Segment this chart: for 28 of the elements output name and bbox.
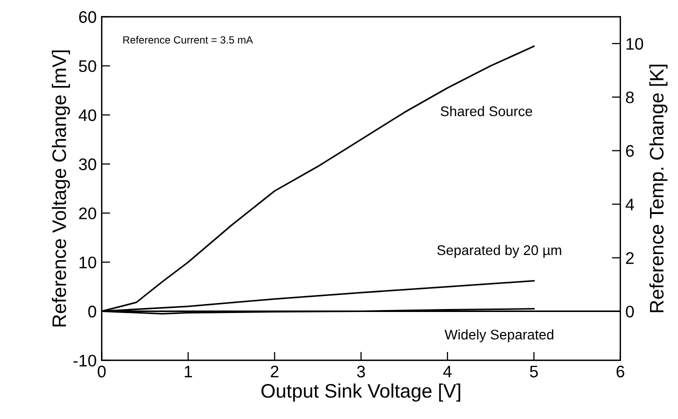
text: Separated by 20 µm <box>437 244 562 258</box>
y-axis-title: Reference Voltage Change [mV] <box>52 50 70 326</box>
y2-tick-label: 6 <box>626 145 634 157</box>
series-label: Widely Separated <box>444 329 554 342</box>
y2-tick-label: 2 <box>626 252 634 264</box>
y-tick-label: -10 <box>73 354 96 367</box>
y-tick-label: 0 <box>88 306 96 318</box>
y2-axis-title: Reference Temp. Change [K] <box>649 64 668 312</box>
y-tick-label: 10 <box>80 256 96 268</box>
y-tick-label: 50 <box>78 60 96 72</box>
series-label: Shared Source <box>440 106 532 116</box>
y2-tick-label: 0 <box>626 306 634 318</box>
y2-tick-label: 8 <box>626 92 634 104</box>
x-tick-label: 0 <box>98 366 106 378</box>
y-tick-label: 40 <box>78 109 96 122</box>
y2-tick-label: 10 <box>626 38 644 50</box>
y-tick-label: 60 <box>79 11 96 23</box>
x-axis-title: Output Sink Voltage [V] <box>261 384 460 402</box>
y-tick-label: 30 <box>78 158 96 170</box>
x-tick-label: 5 <box>530 366 538 378</box>
x-tick-label: 6 <box>616 366 624 378</box>
x-tick-label: 2 <box>270 366 278 378</box>
x-tick-label: 1 <box>184 366 192 378</box>
y2-tick-label: 4 <box>626 198 634 210</box>
annotation: Reference Current = 3.5 mA <box>123 36 253 44</box>
y-tick-label: 20 <box>79 207 96 220</box>
x-tick-label: 4 <box>443 366 452 378</box>
x-tick-label: 3 <box>357 366 365 378</box>
